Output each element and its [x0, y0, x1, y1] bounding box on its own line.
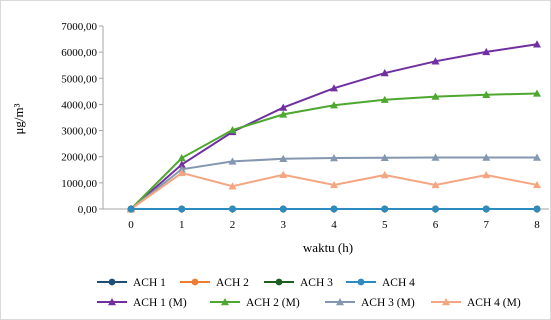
legend-label: ACH 1 (M) — [133, 297, 187, 309]
y-tick-label: 7000,00 — [61, 21, 97, 33]
data-point — [330, 205, 338, 213]
legend-swatch-marker — [357, 278, 365, 286]
data-point — [380, 171, 389, 179]
series-ach-4-m — [127, 168, 541, 213]
data-point — [380, 69, 389, 77]
data-point — [178, 205, 186, 213]
data-point — [482, 47, 491, 56]
data-point — [279, 110, 288, 118]
data-point — [279, 154, 288, 163]
legend-swatch-marker — [336, 298, 344, 306]
data-point — [431, 57, 440, 65]
y-tick-label: 0,00 — [78, 204, 98, 216]
data-point — [381, 205, 389, 213]
legend-label: ACH 2 (M) — [246, 297, 300, 309]
x-tick-label: 6 — [433, 219, 439, 231]
legend-label: ACH 4 (M) — [467, 297, 521, 309]
legend-label: ACH 1 — [133, 277, 166, 289]
data-point — [432, 205, 439, 213]
data-point — [380, 95, 389, 103]
x-tick-label: 0 — [128, 219, 134, 231]
legend-swatch-marker — [108, 298, 116, 306]
axes: 0,00 1000,00 2000,00 3000,00 4000,00 5000,00 6… — [61, 21, 549, 231]
legend-label: ACH 3 — [300, 277, 333, 289]
legend-swatch-marker — [221, 298, 229, 306]
legend-item: ACH 4 (M) — [431, 297, 521, 309]
data-point — [330, 84, 338, 92]
data-point — [533, 89, 541, 97]
y-axis-title: μg/m³ — [11, 103, 26, 134]
data-point — [229, 205, 236, 213]
legend-item: ACH 3 — [264, 277, 333, 289]
data-point — [330, 101, 338, 109]
y-tick-label: 3000,00 — [61, 126, 97, 138]
data-point — [482, 153, 491, 161]
data-point — [177, 160, 186, 168]
data-point — [533, 205, 541, 213]
x-axis-title: waktu (h) — [303, 240, 353, 255]
data-point — [279, 205, 287, 213]
data-point — [177, 165, 186, 173]
legend-item: ACH 2 — [180, 277, 249, 289]
legend-label: ACH 3 (M) — [361, 297, 415, 309]
y-tick-label: 2000,00 — [61, 152, 97, 164]
y-tick-label: 1000,00 — [61, 178, 97, 190]
data-point — [533, 180, 541, 189]
data-point — [482, 171, 491, 179]
data-point — [279, 103, 288, 111]
series-layer — [127, 40, 541, 213]
x-tick-label: 4 — [331, 219, 337, 231]
data-point — [228, 157, 237, 165]
x-tick-label: 5 — [382, 219, 388, 231]
data-point — [482, 90, 491, 98]
legend-label: ACH 2 — [216, 277, 249, 289]
legend-item: ACH 1 — [97, 277, 166, 289]
x-tick-label: 3 — [281, 219, 287, 231]
data-point — [228, 182, 237, 190]
data-point — [279, 170, 288, 178]
data-point — [482, 205, 490, 213]
series-ach-4 — [127, 205, 541, 213]
data-point — [177, 154, 186, 162]
legend-item: ACH 1 (M) — [97, 297, 187, 309]
legend-item: ACH 3 (M) — [325, 297, 415, 309]
legend-swatch-marker — [191, 278, 199, 286]
data-point — [533, 153, 541, 161]
series-ach-2-m — [127, 89, 541, 213]
legend-item: ACH 2 (M) — [210, 297, 300, 309]
data-point — [431, 180, 440, 189]
legend: ACH 1 ACH 2 ACH 3 ACH 4 ACH 1 (M) ACH 2 (M) AC… — [97, 277, 521, 309]
data-point — [177, 168, 186, 177]
y-tick-label: 5000,00 — [61, 73, 97, 85]
data-point — [228, 126, 237, 134]
legend-swatch-marker — [275, 278, 283, 286]
legend-swatch-marker — [108, 278, 116, 286]
y-tick-label: 6000,00 — [61, 47, 97, 59]
data-point — [533, 40, 541, 48]
data-point — [330, 154, 338, 162]
legend-swatch-marker — [442, 298, 450, 306]
x-tick-label: 1 — [179, 219, 185, 231]
x-tick-label: 2 — [230, 219, 236, 231]
legend-item: ACH 4 — [346, 277, 415, 289]
data-point — [380, 153, 389, 161]
legend-label: ACH 4 — [382, 277, 415, 289]
x-tick-label: 8 — [534, 219, 540, 231]
series-line — [130, 92, 538, 210]
x-tick-label: 7 — [484, 219, 490, 231]
data-point — [431, 153, 440, 161]
series-line — [130, 171, 538, 210]
data-point — [431, 92, 440, 100]
data-point — [330, 180, 338, 189]
y-tick-label: 4000,00 — [61, 99, 97, 111]
data-point — [127, 205, 135, 213]
